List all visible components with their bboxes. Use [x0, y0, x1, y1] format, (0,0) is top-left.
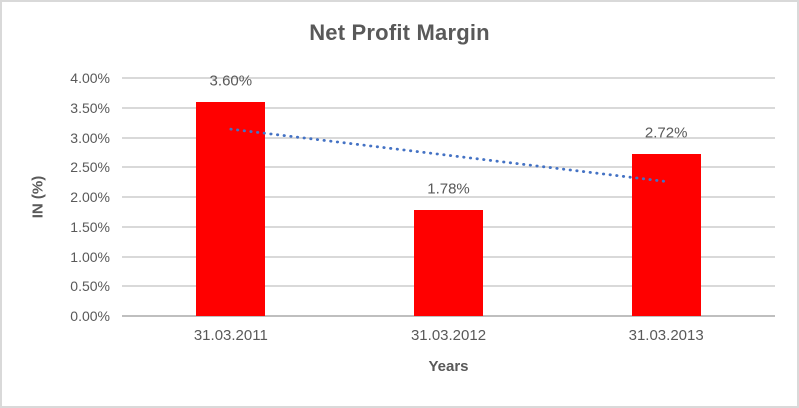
- bar-31.03.2013: [631, 154, 701, 316]
- gridline: [122, 77, 775, 79]
- y-tick-label: 3.00%: [70, 129, 110, 146]
- bar-31.03.2011: [196, 101, 266, 316]
- x-tick-label: 31.03.2012: [410, 327, 487, 344]
- gridline: [122, 196, 775, 198]
- x-tick-label: 31.03.2011: [193, 327, 268, 344]
- y-tick-label: 1.00%: [70, 248, 110, 265]
- y-tick-label: 0.50%: [70, 278, 110, 295]
- x-tick-label: 31.03.2013: [628, 327, 704, 344]
- y-tick-label: 2.00%: [70, 189, 110, 205]
- bar-data-label: 3.60%: [209, 72, 253, 90]
- chart-title: Net Profit Margin: [309, 20, 490, 45]
- bar-31.03.2012: [414, 210, 483, 316]
- y-tick-label: 0.00%: [70, 308, 110, 324]
- y-tick-label: 3.50%: [70, 99, 110, 116]
- y-tick-label: 1.50%: [70, 218, 110, 235]
- x-axis-line: [122, 315, 775, 317]
- bar-data-label: 1.78%: [427, 180, 470, 198]
- gridline: [122, 106, 775, 109]
- x-axis-title: Years: [428, 358, 469, 375]
- y-tick-label: 2.50%: [70, 159, 110, 176]
- y-tick-label: 4.00%: [70, 70, 110, 86]
- bar-data-label: 2.72%: [644, 124, 688, 142]
